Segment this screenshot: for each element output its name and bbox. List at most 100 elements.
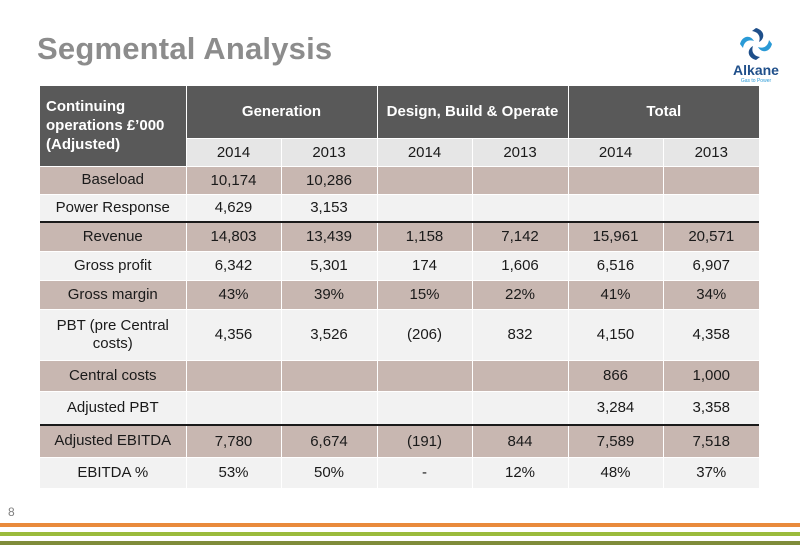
footer-stripe-orange [0, 523, 800, 527]
row-label: Gross margin [40, 280, 187, 310]
table-cell [281, 391, 378, 426]
table-cell: 4,150 [568, 309, 664, 361]
table-cell: 832 [472, 309, 569, 361]
year-header: 2013 [281, 138, 378, 167]
table-cell: 7,589 [568, 424, 664, 458]
table-cell: 3,526 [281, 309, 378, 361]
segmental-table: Continuing operations £’000 (Adjusted) G… [40, 86, 760, 489]
table-cell [377, 166, 473, 195]
footer-stripe-green [0, 532, 800, 536]
table-cell [281, 360, 378, 392]
table-cell: 1,000 [663, 360, 760, 392]
table-cell: 10,174 [186, 166, 282, 195]
table-cell: 14,803 [186, 221, 282, 252]
logo-tagline: Gas to Power [740, 78, 772, 84]
table-cell: 50% [281, 457, 378, 489]
table-cell [472, 360, 569, 392]
table-cell [186, 391, 282, 426]
table-cell: 43% [186, 280, 282, 310]
table-cell: 7,780 [186, 424, 282, 458]
table-cell: 4,629 [186, 194, 282, 223]
table-row: Gross profit 6,342 5,301 174 1,606 6,516… [40, 251, 760, 281]
table-cell: 844 [472, 424, 569, 458]
year-header: 2014 [186, 138, 282, 167]
table-cell: 6,907 [663, 251, 760, 281]
table-cell: 1,158 [377, 221, 473, 252]
table-cell: 7,518 [663, 424, 760, 458]
table-cell [663, 166, 760, 195]
table-cell: 37% [663, 457, 760, 489]
row-label: Power Response [40, 194, 187, 223]
table-cell: 3,153 [281, 194, 378, 223]
table-row: EBITDA % 53% 50% - 12% 48% 37% [40, 457, 760, 489]
table-cell: 41% [568, 280, 664, 310]
table-row: Adjusted EBITDA 7,780 6,674 (191) 844 7,… [40, 424, 760, 458]
table-cell: 6,516 [568, 251, 664, 281]
page-number: 8 [8, 505, 15, 519]
row-label: PBT (pre Central costs) [40, 309, 187, 361]
table-cell: 4,356 [186, 309, 282, 361]
table-cell [472, 194, 569, 223]
table-cell: 1,606 [472, 251, 569, 281]
table-cell [377, 194, 473, 223]
table-cell: 6,674 [281, 424, 378, 458]
table-cell: 12% [472, 457, 569, 489]
table-cell [663, 194, 760, 223]
table-cell [568, 194, 664, 223]
table-cell: 34% [663, 280, 760, 310]
year-header: 2014 [377, 138, 473, 167]
table-cell: 10,286 [281, 166, 378, 195]
table-row: Adjusted PBT 3,284 3,358 [40, 391, 760, 426]
row-label: Gross profit [40, 251, 187, 281]
table-cell: 20,571 [663, 221, 760, 252]
row-label: Adjusted EBITDA [40, 424, 187, 458]
table-cell: 7,142 [472, 221, 569, 252]
table-cell: 39% [281, 280, 378, 310]
table-cell: 4,358 [663, 309, 760, 361]
table-cell [186, 360, 282, 392]
row-label: EBITDA % [40, 457, 187, 489]
slide-title: Segmental Analysis [37, 31, 333, 66]
group-header-generation: Generation [186, 86, 378, 139]
group-header-total: Total [568, 86, 760, 139]
row-label: Central costs [40, 360, 187, 392]
table-cell: - [377, 457, 473, 489]
year-header: 2013 [663, 138, 760, 167]
table-cell: 174 [377, 251, 473, 281]
year-header: 2013 [472, 138, 569, 167]
company-logo: Alkane Gas to Power [724, 26, 788, 86]
table-cell: 48% [568, 457, 664, 489]
table-cell [377, 391, 473, 426]
year-header: 2014 [568, 138, 664, 167]
table-row: Gross margin 43% 39% 15% 22% 41% 34% [40, 280, 760, 310]
table-row: Baseload 10,174 10,286 [40, 166, 760, 195]
row-label: Adjusted PBT [40, 391, 187, 426]
table-row: Power Response 4,629 3,153 [40, 194, 760, 223]
table-cell: 5,301 [281, 251, 378, 281]
alkane-pinwheel-logo-icon [740, 28, 772, 60]
table-cell [377, 360, 473, 392]
table-cell: 3,284 [568, 391, 664, 426]
row-label: Baseload [40, 166, 187, 195]
table-row: Revenue 14,803 13,439 1,158 7,142 15,961… [40, 221, 760, 252]
table-cell: 866 [568, 360, 664, 392]
row-label: Revenue [40, 221, 187, 252]
table-cell: 15% [377, 280, 473, 310]
table-cell: (206) [377, 309, 473, 361]
table-cell: 13,439 [281, 221, 378, 252]
table-cell: 3,358 [663, 391, 760, 426]
table-cell: 22% [472, 280, 569, 310]
group-header-design-build-operate: Design, Build & Operate [377, 86, 569, 139]
table-cell: 53% [186, 457, 282, 489]
footer-stripe-olive [0, 541, 800, 545]
table-cell [472, 166, 569, 195]
table-cell: 15,961 [568, 221, 664, 252]
logo-wordmark: Alkane [733, 62, 779, 78]
table-cell: (191) [377, 424, 473, 458]
table-cell: 6,342 [186, 251, 282, 281]
corner-header: Continuing operations £’000 (Adjusted) [40, 86, 187, 167]
table-row: Central costs 866 1,000 [40, 360, 760, 392]
table-cell [568, 166, 664, 195]
table-cell [472, 391, 569, 426]
table-row: PBT (pre Central costs) 4,356 3,526 (206… [40, 309, 760, 361]
